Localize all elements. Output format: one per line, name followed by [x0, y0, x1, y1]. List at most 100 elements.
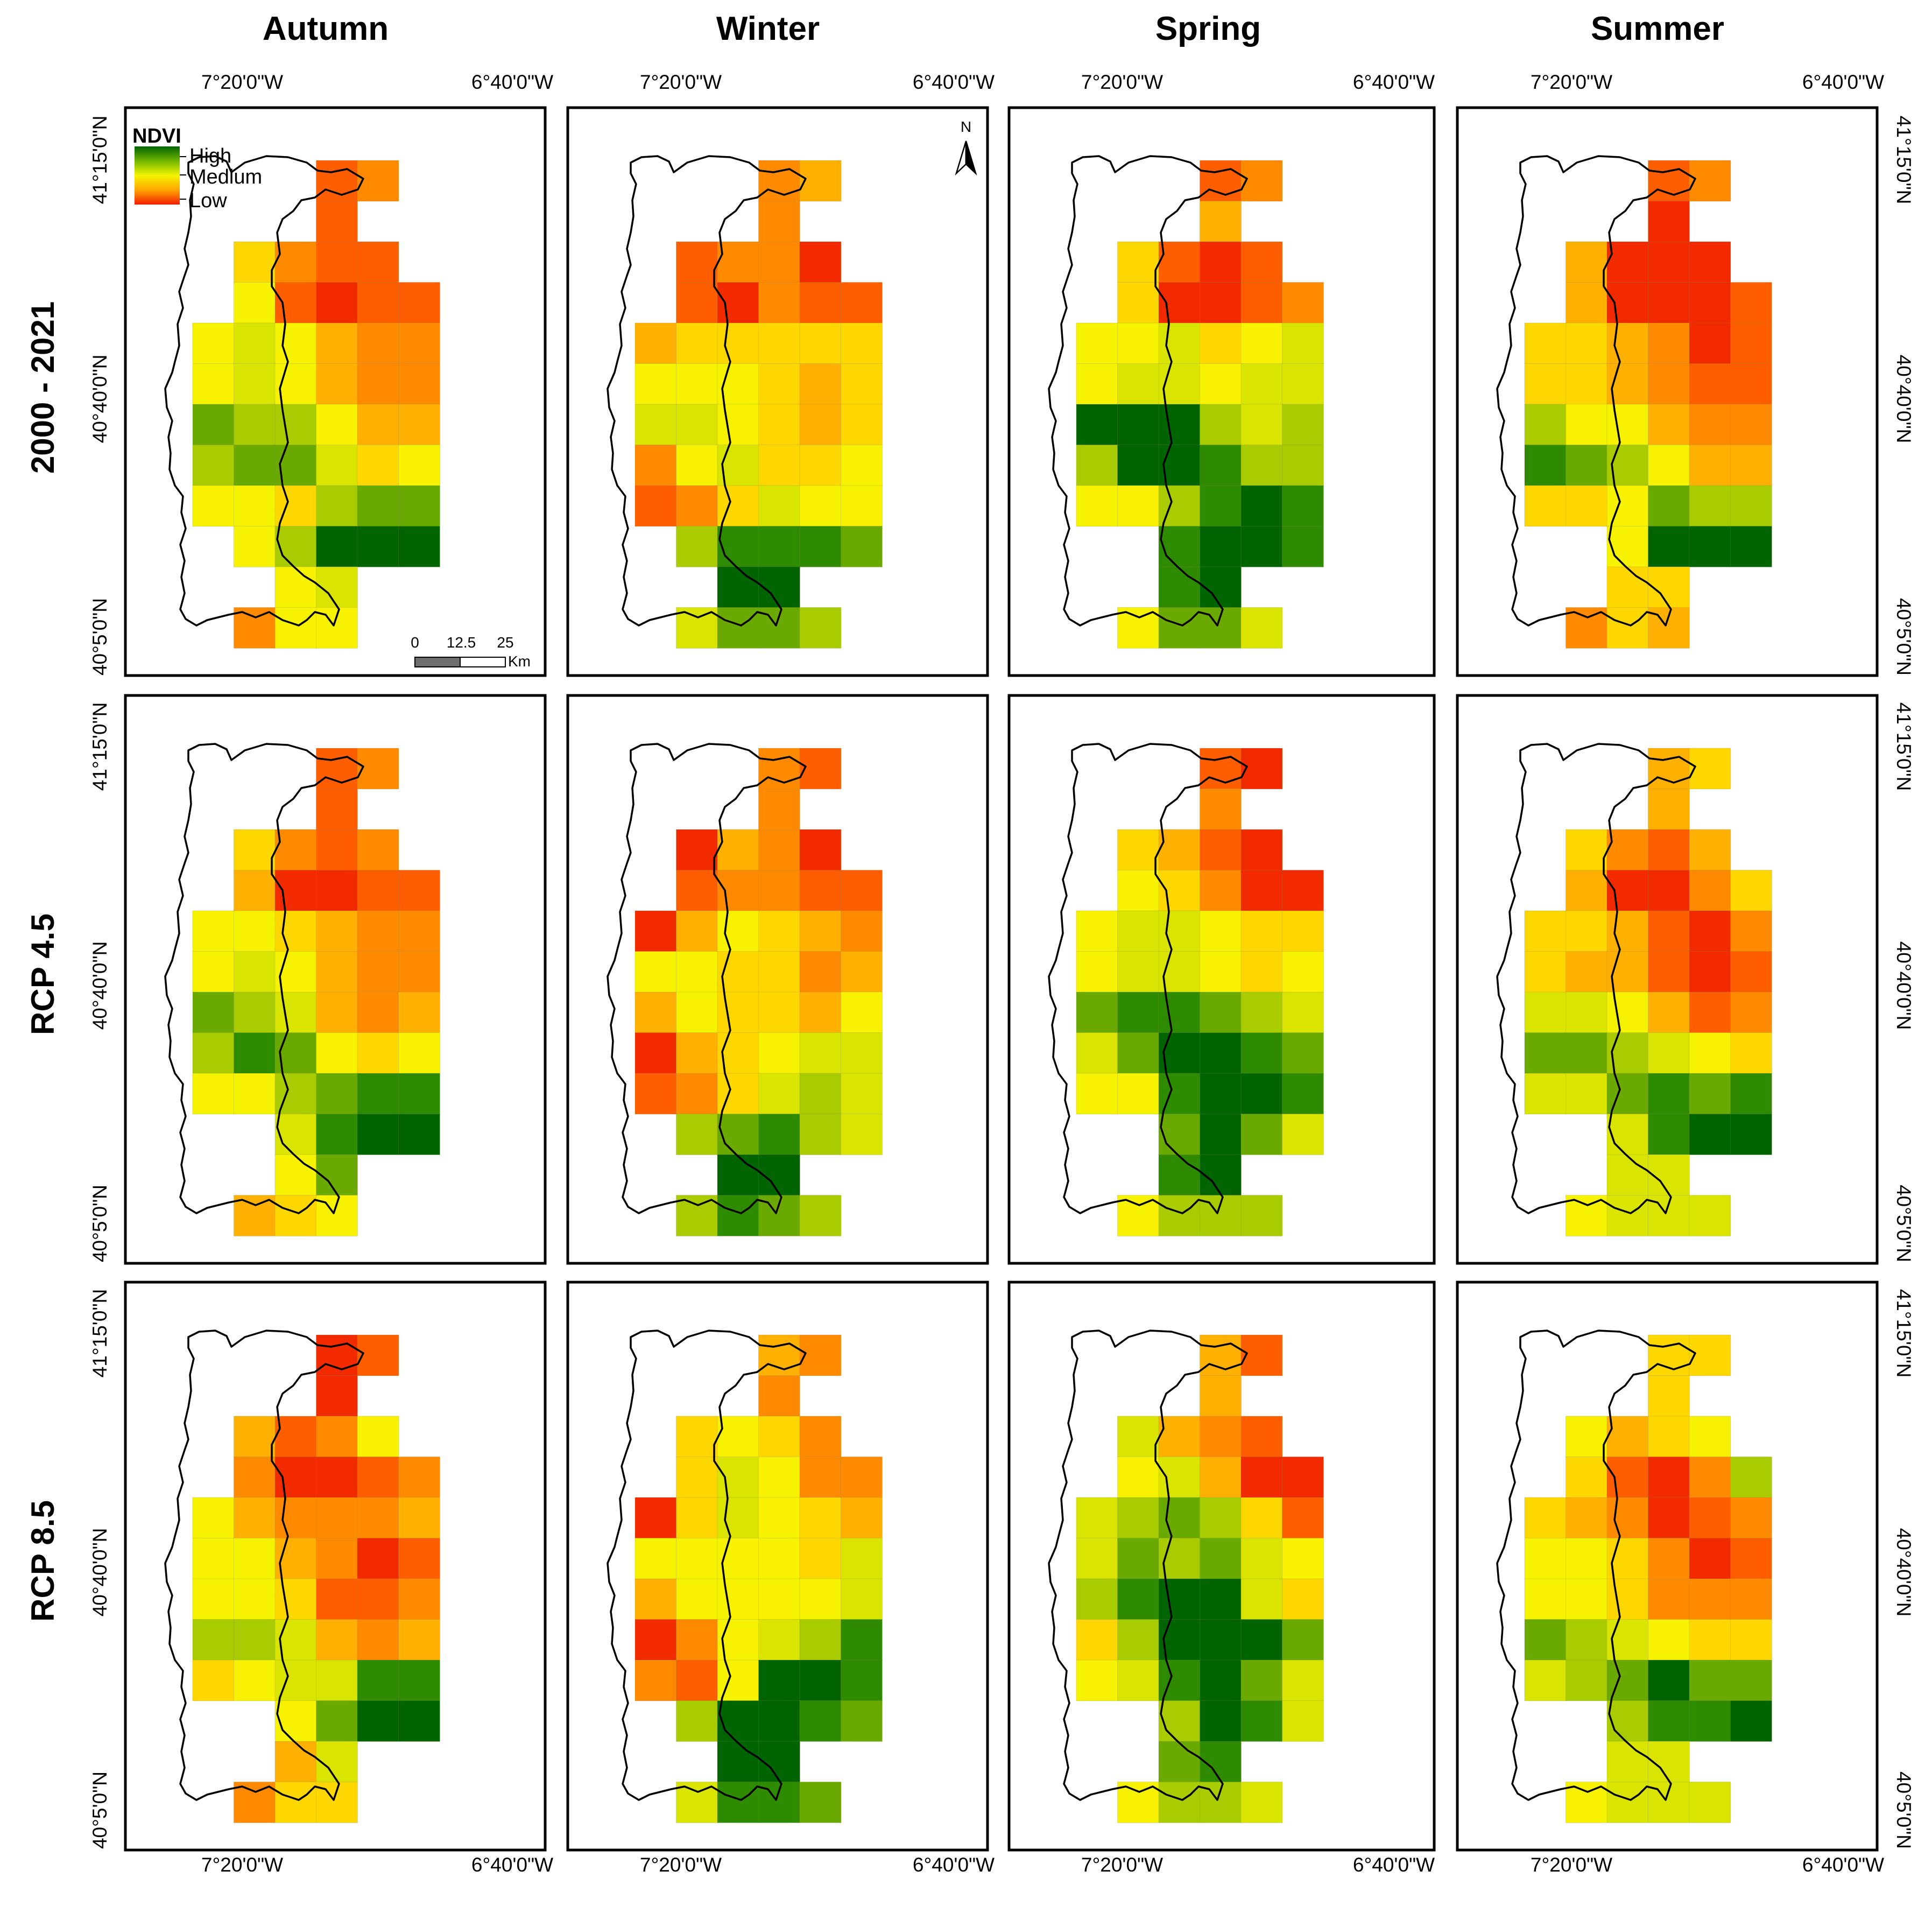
ndvi-grid-cell	[1282, 1457, 1324, 1498]
ndvi-grid-cell	[799, 1659, 842, 1701]
ndvi-grid-cell	[717, 1782, 759, 1823]
bottom-lon-label: 6°40'0"W	[471, 1854, 553, 1876]
ndvi-grid-cell	[799, 363, 842, 405]
ndvi-grid-cell	[1689, 404, 1731, 446]
ndvi-grid-cell	[1730, 1073, 1772, 1115]
ndvi-grid-cell	[1240, 910, 1283, 952]
ndvi-grid-cell	[357, 951, 399, 993]
left-lat-label: 40°40'0"N	[89, 1528, 111, 1617]
ndvi-grid-cell	[634, 1659, 677, 1701]
ndvi-grid-cell	[398, 404, 440, 446]
ndvi-grid-cell	[234, 1457, 276, 1498]
ndvi-grid-cell	[1240, 1700, 1283, 1742]
ndvi-grid-cell	[192, 910, 235, 952]
ndvi-grid-cell	[841, 951, 883, 993]
ndvi-grid-cell	[1524, 1032, 1567, 1074]
ndvi-grid-cell	[274, 1497, 317, 1539]
ndvi-grid-cell	[1648, 1375, 1690, 1417]
ndvi-grid-cell	[1200, 910, 1242, 952]
ndvi-grid-cell	[1689, 282, 1731, 323]
ndvi-grid-cell	[1158, 526, 1201, 567]
ndvi-grid-cell	[1689, 160, 1731, 202]
ndvi-grid-cell	[1240, 1578, 1283, 1620]
ndvi-grid-cell	[234, 445, 276, 486]
ndvi-grid-cell	[398, 526, 440, 567]
ndvi-grid-cell	[1730, 1538, 1772, 1579]
bottom-lon-label: 7°20'0"W	[640, 1854, 722, 1876]
ndvi-grid-cell	[717, 322, 759, 364]
ndvi-grid-cell	[357, 1497, 399, 1539]
ndvi-grid-cell	[1200, 1154, 1242, 1196]
ndvi-grid-cell	[1566, 322, 1607, 364]
top-lon-label: 7°20'0"W	[1531, 71, 1612, 93]
ndvi-grid-cell	[717, 282, 759, 323]
ndvi-grid-cell	[1524, 1619, 1567, 1661]
ndvi-grid-cell	[758, 363, 800, 405]
left-lat-label: 41°15'0"N	[89, 1289, 111, 1378]
ndvi-grid-cell	[1566, 870, 1607, 911]
ndvi-grid-cell	[1200, 282, 1242, 323]
ndvi-grid-cell	[1689, 241, 1731, 283]
scale-unit-label: Km	[508, 653, 531, 670]
ndvi-grid-cell	[1117, 485, 1159, 527]
ndvi-grid-cell	[1117, 829, 1159, 871]
ndvi-grid-cell	[357, 991, 399, 1033]
ndvi-grid-cell	[234, 870, 276, 911]
ndvi-grid-cell	[1282, 445, 1324, 486]
ndvi-grid-cell	[1282, 1578, 1324, 1620]
ndvi-grid-cell	[316, 485, 358, 527]
ndvi-grid-cell	[1648, 1619, 1690, 1661]
top-lon-label: 7°20'0"W	[1081, 71, 1163, 93]
ndvi-grid-cell	[717, 404, 759, 446]
ndvi-grid-cell	[717, 1114, 759, 1155]
ndvi-grid-cell	[1606, 404, 1649, 446]
ndvi-grid-cell	[758, 1700, 800, 1742]
ndvi-grid-cell	[274, 829, 317, 871]
ndvi-grid-cell	[234, 404, 276, 446]
ndvi-grid-cell	[192, 485, 235, 527]
ndvi-grid-cell	[357, 241, 399, 283]
ndvi-grid-cell	[1117, 1538, 1159, 1579]
scale-bar: 0 12.5 25 Km	[411, 634, 531, 670]
ndvi-grid-cell	[1200, 445, 1242, 486]
ndvi-grid-cell	[1606, 910, 1649, 952]
ndvi-grid-cell	[1730, 910, 1772, 952]
ndvi-grid-cell	[1076, 485, 1118, 527]
ndvi-grid-cell	[1200, 241, 1242, 283]
ndvi-grid-cell	[1240, 1457, 1283, 1498]
ndvi-grid-cell	[316, 160, 358, 202]
ndvi-grid-cell	[1158, 1741, 1201, 1783]
ndvi-grid-cell	[1076, 1032, 1118, 1074]
ndvi-grid-cell	[799, 526, 842, 567]
ndvi-grid-cell	[357, 1114, 399, 1155]
ndvi-grid-cell	[1117, 404, 1159, 446]
ndvi-grid-cell	[1158, 1195, 1201, 1236]
region-boundary-outline	[1048, 155, 1248, 627]
ndvi-grid-cell	[634, 1619, 677, 1661]
ndvi-grid-cell	[799, 241, 842, 283]
ndvi-grid-cell	[1200, 160, 1242, 202]
ndvi-grid-cell	[1076, 322, 1118, 364]
ndvi-grid-cell	[676, 1416, 718, 1458]
ndvi-grid-cell	[1200, 1659, 1242, 1701]
ndvi-grid-cell	[1648, 870, 1690, 911]
left-lat-label: 40°40'0"N	[89, 941, 111, 1030]
ndvi-grid-cell	[1158, 1457, 1201, 1498]
ndvi-grid-cell	[1200, 566, 1242, 608]
ndvi-grid-cell	[1648, 789, 1690, 830]
ndvi-grid-cell	[1566, 951, 1607, 993]
ndvi-grid-cell	[1648, 1659, 1690, 1701]
ndvi-grid-cell	[357, 1457, 399, 1498]
ndvi-grid-cell	[274, 1416, 317, 1458]
ndvi-grid-cell	[1240, 1195, 1283, 1236]
bottom-lon-label: 7°20'0"W	[1081, 1854, 1163, 1876]
ndvi-grid-cell	[1117, 241, 1159, 283]
ndvi-grid-cell	[398, 910, 440, 952]
left-lat-label: 41°15'0"N	[89, 116, 111, 205]
ndvi-grid-cell	[758, 1114, 800, 1155]
ndvi-grid-cell	[634, 951, 677, 993]
ndvi-grid-cell	[1076, 404, 1118, 446]
ndvi-grid-cell	[398, 485, 440, 527]
ndvi-grid-cell	[676, 1114, 718, 1155]
ndvi-grid-cell	[1730, 363, 1772, 405]
